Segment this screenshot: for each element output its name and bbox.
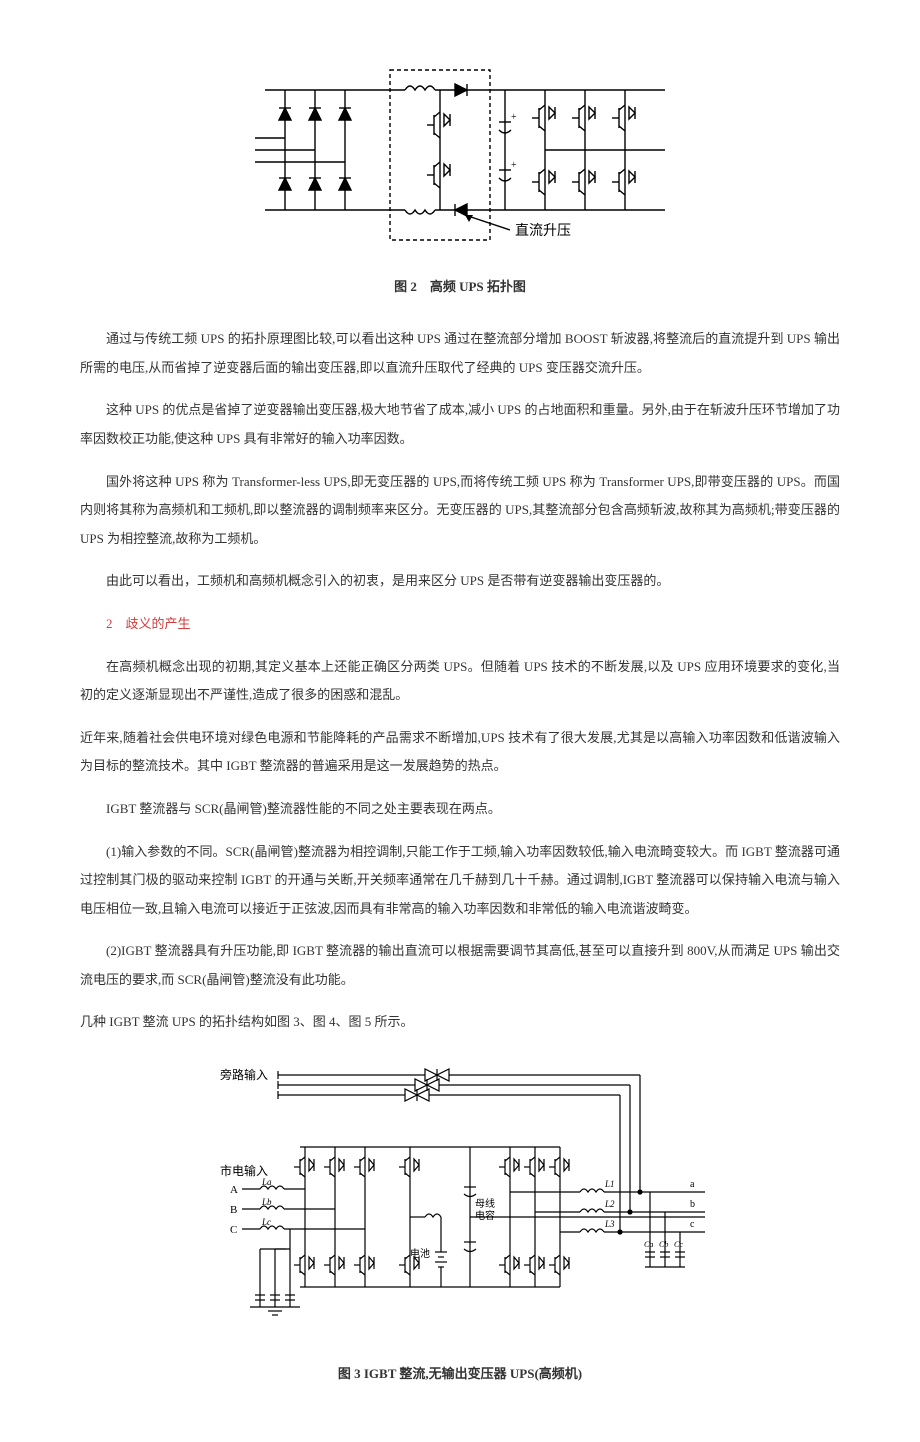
paragraph-10: 几种 IGBT 整流 UPS 的拓扑结构如图 3、图 4、图 5 所示。	[80, 1008, 840, 1037]
paragraph-3: 国外将这种 UPS 称为 Transformer-less UPS,即无变压器的…	[80, 468, 840, 554]
paragraph-9: (2)IGBT 整流器具有升压功能,即 IGBT 整流器的输出直流可以根据需要调…	[80, 937, 840, 994]
paragraph-4: 由此可以看出，工频机和高频机概念引入的初衷，是用来区分 UPS 是否带有逆变器输…	[80, 567, 840, 596]
figure-2-annotation: 直流升压	[515, 222, 571, 239]
label-bypass: 旁路输入	[220, 1067, 268, 1082]
svg-text:+: +	[511, 160, 517, 171]
label-bus-cap-1: 母线	[475, 1197, 495, 1210]
label-l1: L1	[604, 1179, 615, 1189]
label-cc: Cc	[674, 1240, 683, 1249]
section-heading: 2 歧义的产生	[80, 610, 840, 639]
label-bus-cap-2: 电容	[475, 1209, 495, 1222]
label-out-b: b	[690, 1199, 695, 1210]
paragraph-2: 这种 UPS 的优点是省掉了逆变器输出变压器,极大地节省了成本,减小 UPS 的…	[80, 396, 840, 453]
label-out-c: c	[690, 1219, 695, 1230]
label-mains: 市电输入	[220, 1163, 268, 1178]
label-l2: L2	[604, 1199, 615, 1209]
label-battery: 电池	[410, 1247, 430, 1260]
svg-text:+: +	[511, 112, 517, 123]
label-lb: Lb	[261, 1197, 272, 1207]
label-l3: L3	[604, 1219, 615, 1229]
label-phase-b: B	[230, 1204, 237, 1216]
paragraph-7: IGBT 整流器与 SCR(晶闸管)整流器性能的不同之处主要表现在两点。	[80, 795, 840, 824]
paragraph-5: 在高频机概念出现的初期,其定义基本上还能正确区分两类 UPS。但随着 UPS 技…	[80, 653, 840, 710]
label-phase-a: A	[230, 1184, 238, 1196]
label-ca: Ca	[644, 1240, 653, 1249]
label-phase-c: C	[230, 1224, 237, 1236]
label-out-a: a	[690, 1179, 695, 1190]
figure-3-caption: 图 3 IGBT 整流,无输出变压器 UPS(高频机)	[80, 1360, 840, 1389]
section-title: 歧义的产生	[126, 616, 191, 631]
section-number: 2	[106, 616, 113, 631]
figure-3: 旁路输入	[80, 1057, 840, 1348]
paragraph-6: 近年来,随着社会供电环境对绿色电源和节能降耗的产品需求不断增加,UPS 技术有了…	[80, 724, 840, 781]
figure-3-svg: 旁路输入	[210, 1057, 710, 1337]
figure-2: + +	[80, 50, 840, 261]
label-cb: Cb	[659, 1240, 668, 1249]
label-lc: Lc	[261, 1217, 271, 1227]
paragraph-8: (1)输入参数的不同。SCR(晶闸管)整流器为相控调制,只能工作于工频,输入功率…	[80, 838, 840, 924]
figure-2-caption: 图 2 高频 UPS 拓扑图	[80, 273, 840, 302]
label-la: La	[261, 1177, 272, 1187]
figure-2-svg: + +	[255, 50, 665, 250]
paragraph-1: 通过与传统工频 UPS 的拓扑原理图比较,可以看出这种 UPS 通过在整流部分增…	[80, 325, 840, 382]
